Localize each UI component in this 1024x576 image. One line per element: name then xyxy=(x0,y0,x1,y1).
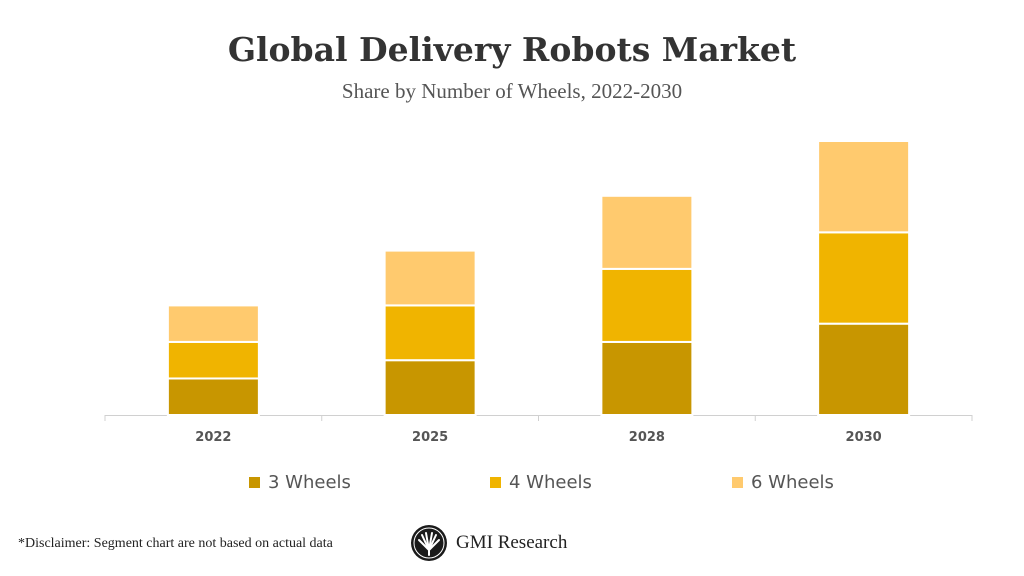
bar-segment xyxy=(383,359,477,417)
brand-logo: GMI Research xyxy=(410,524,567,562)
legend-swatch xyxy=(490,477,501,488)
stacked-bar-chart: 2022 2025 2028 2030 xyxy=(104,140,973,445)
x-tick-label: 2030 xyxy=(846,430,882,445)
disclaimer: *Disclaimer: Segment chart are not based… xyxy=(18,536,333,551)
legend-swatch xyxy=(249,477,260,488)
legend-label: 3 Wheels xyxy=(268,472,351,493)
bar-segment xyxy=(166,340,260,380)
brand-name: GMI Research xyxy=(456,532,568,553)
bar-segment xyxy=(817,231,911,325)
x-tick-label: 2028 xyxy=(629,430,665,445)
bar-segment xyxy=(166,304,260,343)
legend-item-4-wheels: 4 Wheels xyxy=(490,472,592,493)
chart-subtitle: Share by Number of Wheels, 2022-2030 xyxy=(341,79,683,103)
legend-label: 6 Wheels xyxy=(751,472,834,493)
chart-title: Global Delivery Robots Market xyxy=(227,30,797,69)
legend: 3 Wheels 4 Wheels 6 Wheels xyxy=(0,472,1024,496)
legend-item-3-wheels: 3 Wheels xyxy=(249,472,351,493)
bar-segment xyxy=(600,194,694,270)
bar-segment xyxy=(383,249,477,307)
legend-label: 4 Wheels xyxy=(509,472,592,493)
bar-segment xyxy=(600,340,694,416)
x-tick-label: 2022 xyxy=(195,430,231,445)
bar-segment xyxy=(600,267,694,343)
bar-segment xyxy=(383,304,477,362)
legend-swatch xyxy=(732,477,743,488)
bar-segment xyxy=(817,140,911,234)
bar-segment xyxy=(166,377,260,417)
fan-logo-icon xyxy=(411,525,447,561)
bar-segment xyxy=(817,322,911,416)
legend-item-6-wheels: 6 Wheels xyxy=(732,472,834,493)
x-tick-label: 2025 xyxy=(412,430,448,445)
